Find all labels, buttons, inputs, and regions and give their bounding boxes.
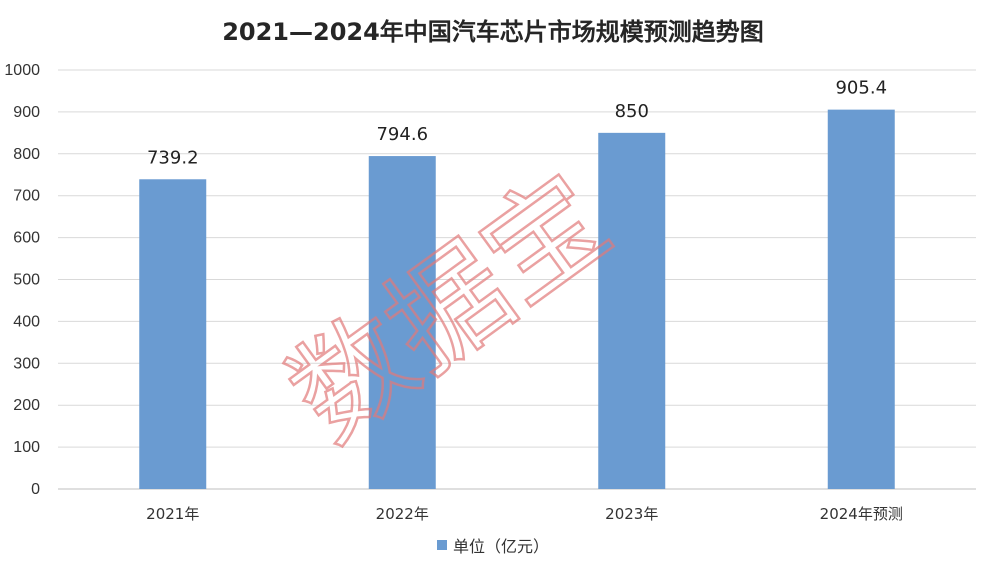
x-category-label: 2024年预测 xyxy=(820,505,903,523)
y-tick-label: 500 xyxy=(13,272,40,289)
y-tick-label: 400 xyxy=(13,313,40,330)
bar xyxy=(827,109,895,490)
y-tick-label: 800 xyxy=(13,146,40,163)
y-tick-label: 700 xyxy=(13,188,40,205)
data-label: 905.4 xyxy=(835,78,887,99)
legend-swatch xyxy=(436,540,447,550)
x-category-label: 2023年 xyxy=(605,505,658,523)
y-tick-label: 900 xyxy=(13,104,40,121)
bar xyxy=(368,156,436,489)
y-tick-label: 100 xyxy=(13,439,40,456)
bar xyxy=(598,132,666,489)
data-labels: 739.2 794.6 850 905.4 xyxy=(147,78,887,169)
legend: 单位（亿元） xyxy=(0,533,986,557)
bars xyxy=(139,109,895,490)
y-tick-label: 0 xyxy=(31,481,40,498)
y-tick-label: 600 xyxy=(13,230,40,247)
data-label: 794.6 xyxy=(376,124,428,145)
y-tick-label: 300 xyxy=(13,355,40,372)
y-tick-label: 1000 xyxy=(4,62,40,79)
data-label: 850 xyxy=(615,101,649,122)
bar xyxy=(139,179,207,489)
data-label: 739.2 xyxy=(147,147,199,168)
y-axis-ticks: 0 100 200 300 400 500 600 700 800 900 1000 xyxy=(4,62,40,498)
x-axis-categories: 2021年 2022年 2023年 2024年预测 xyxy=(146,505,903,523)
x-category-label: 2022年 xyxy=(376,505,429,523)
x-category-label: 2021年 xyxy=(146,505,199,523)
gridlines xyxy=(58,69,976,490)
legend-label: 单位（亿元） xyxy=(452,537,549,556)
chart-title: 2021—2024年中国汽车芯片市场规模预测趋势图 xyxy=(222,18,764,46)
y-tick-label: 200 xyxy=(13,397,40,414)
